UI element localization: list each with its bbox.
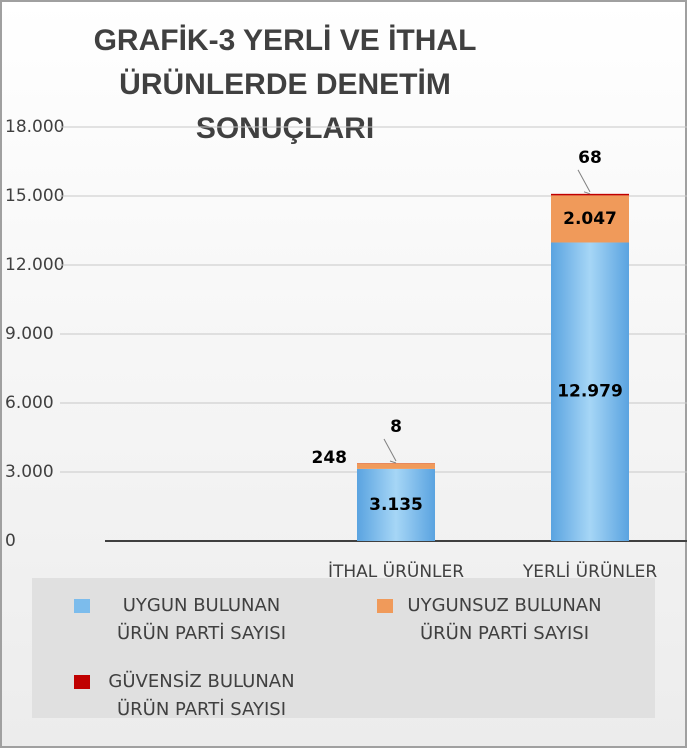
bar-segment [357, 463, 435, 469]
bar-segment [551, 193, 629, 196]
bar-segment [551, 195, 629, 243]
y-tick-label: 9.000 [5, 324, 54, 344]
y-tick-label: 0 [5, 531, 16, 551]
y-tick-label: 6.000 [5, 393, 54, 413]
legend-entry: UYGUNSUZ BULUNAN ÜRÜN PARTİ SAYISI [377, 592, 612, 648]
leader-line [583, 191, 591, 195]
legend-swatch [74, 675, 90, 689]
legend-entry: UYGUN BULUNAN ÜRÜN PARTİ SAYISI [74, 592, 309, 648]
legend-label: GÜVENSİZ BULUNAN ÜRÜN PARTİ SAYISI [108, 671, 295, 720]
leader-line [383, 438, 397, 462]
data-label: 3.135 [369, 495, 423, 515]
x-tick-label: İTHAL ÜRÜNLER [328, 560, 464, 582]
data-label: 2.047 [563, 209, 617, 229]
data-label: 68 [578, 148, 602, 168]
y-tick-label: 15.000 [5, 186, 64, 206]
data-label: 8 [390, 417, 402, 437]
legend-label: UYGUN BULUNAN ÜRÜN PARTİ SAYISI [117, 595, 286, 644]
legend-swatch [74, 599, 90, 613]
legend-label: UYGUNSUZ BULUNAN ÜRÜN PARTİ SAYISI [407, 595, 602, 644]
leader-line [389, 460, 397, 464]
y-tick-label: 3.000 [5, 462, 54, 482]
leader-line [577, 169, 591, 193]
x-tick-label: YERLİ ÜRÜNLER [522, 560, 657, 582]
chart-title: GRAFİK-3 YERLİ VE İTHAL ÜRÜNLERDE DENETİM… [94, 24, 477, 145]
bar-segment [551, 242, 629, 541]
legend-entry: GÜVENSİZ BULUNAN ÜRÜN PARTİ SAYISI [74, 668, 309, 724]
data-label: 248 [312, 448, 348, 468]
y-tick-label: 18.000 [5, 117, 64, 137]
legend-swatch [377, 599, 393, 613]
data-label: 12.979 [557, 382, 623, 402]
y-tick-label: 12.000 [5, 255, 64, 275]
bar-segment [357, 468, 435, 541]
legend: UYGUN BULUNAN ÜRÜN PARTİ SAYISI UYGUNSUZ … [32, 578, 655, 720]
